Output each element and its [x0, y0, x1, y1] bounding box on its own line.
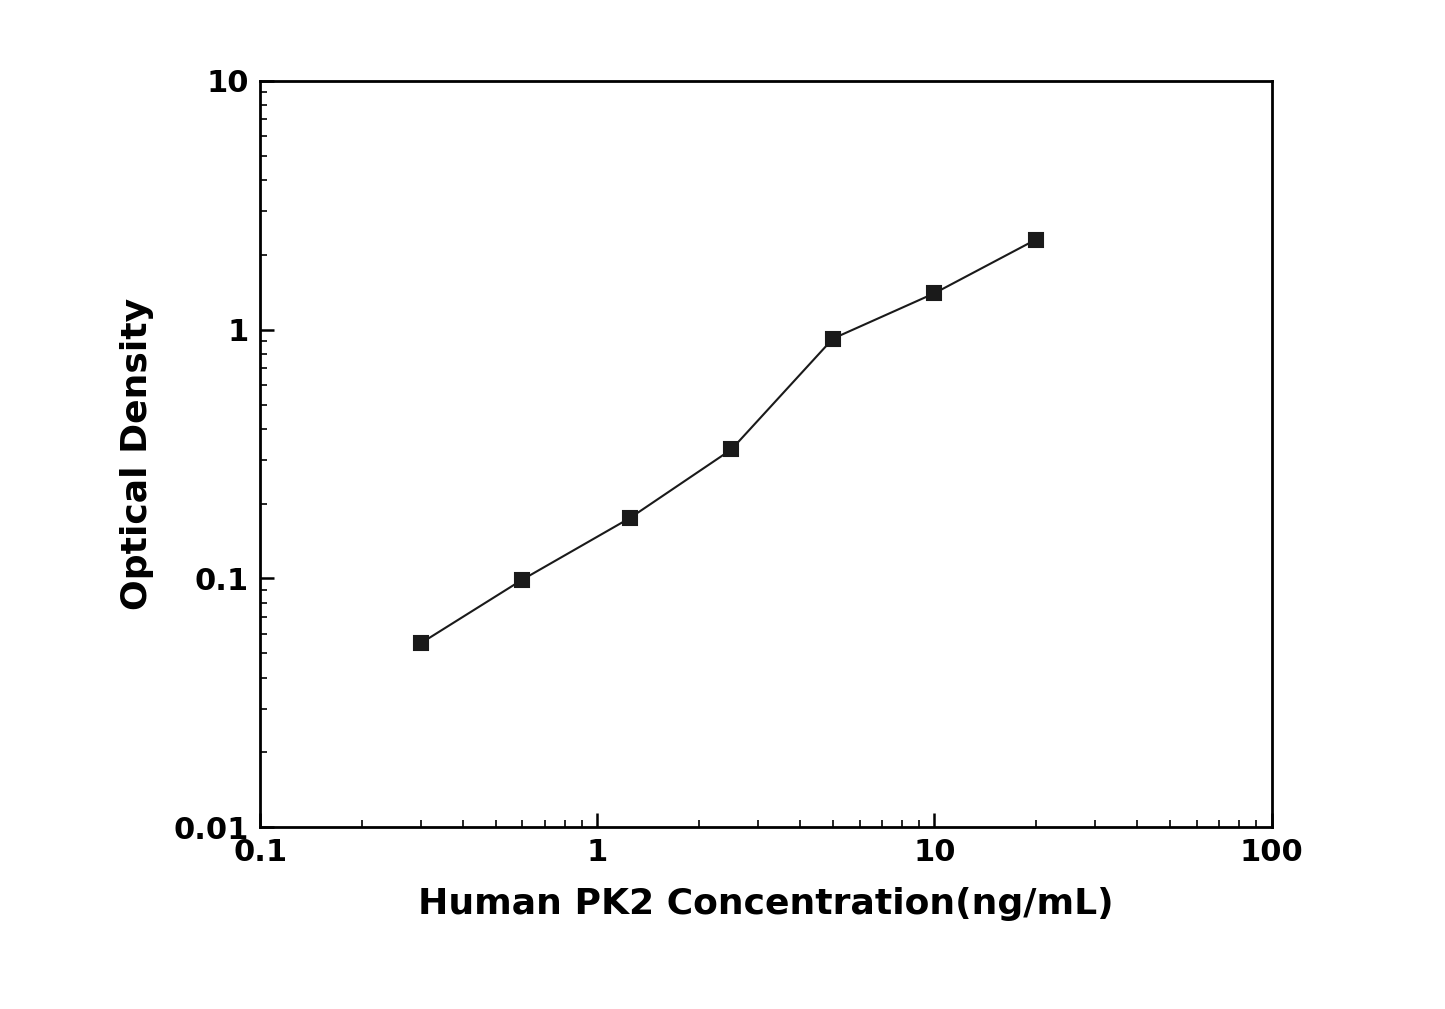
X-axis label: Human PK2 Concentration(ng/mL): Human PK2 Concentration(ng/mL) [418, 887, 1114, 921]
Y-axis label: Optical Density: Optical Density [120, 298, 155, 610]
